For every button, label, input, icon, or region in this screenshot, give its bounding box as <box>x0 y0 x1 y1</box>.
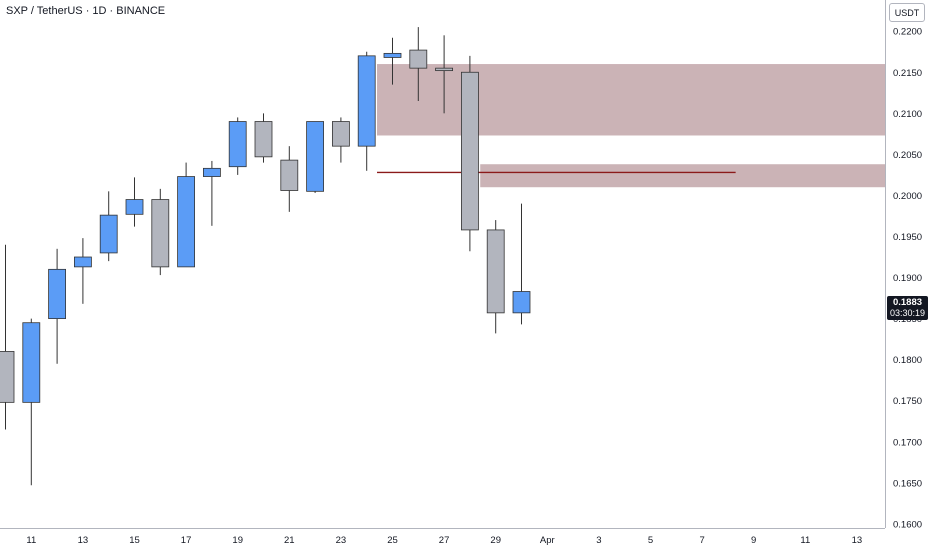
candle-body <box>99 214 118 254</box>
candle <box>357 51 376 171</box>
candle <box>22 318 41 486</box>
candle-body <box>177 176 196 268</box>
candle <box>383 37 402 85</box>
zones-layer <box>377 64 885 188</box>
time-tick-label: Apr <box>540 535 555 546</box>
price-tick-label: 0.2200 <box>893 27 922 38</box>
candle-body <box>280 159 299 191</box>
time-tick-label: 11 <box>26 535 36 546</box>
candle-body <box>151 199 170 268</box>
time-tick-label: 23 <box>336 535 347 546</box>
time-tick-label: 5 <box>648 535 653 546</box>
candles-layer <box>0 27 531 486</box>
time-tick-label: 13 <box>852 535 863 546</box>
price-tick-label: 0.2150 <box>893 68 922 79</box>
candle-body <box>306 121 325 192</box>
bar-countdown: 03:30:19 <box>889 308 926 318</box>
candle <box>460 55 479 252</box>
time-tick-label: 7 <box>699 535 704 546</box>
candle <box>74 238 92 304</box>
candle <box>202 160 221 226</box>
candle <box>48 248 66 364</box>
price-axis: 0.2200 0.2150 0.2100 0.2050 0.2000 0.1950 0.19… <box>893 27 922 531</box>
candle <box>177 162 196 268</box>
candle-body <box>331 121 350 147</box>
time-tick-label: 15 <box>129 535 140 546</box>
price-tick-label: 0.1750 <box>893 396 922 407</box>
candle <box>306 121 325 193</box>
price-tick-label: 0.2000 <box>893 191 922 202</box>
candle <box>151 188 170 276</box>
time-tick-label: 29 <box>490 535 501 546</box>
candle <box>435 35 454 114</box>
time-tick-label: 25 <box>387 535 398 546</box>
candle <box>254 113 273 163</box>
price-tick-label: 0.1800 <box>893 355 922 366</box>
candle <box>99 191 118 262</box>
candle <box>0 244 15 430</box>
candle-body <box>512 291 531 314</box>
chart-title: SXP / TetherUS · 1D · BINANCE <box>6 5 166 17</box>
last-price-value: 0.1883 <box>892 297 923 308</box>
candle <box>331 117 350 163</box>
candle-body <box>383 52 402 58</box>
candle-body <box>74 256 92 268</box>
candle-body <box>228 121 247 168</box>
candle <box>228 117 247 175</box>
time-tick-label: 19 <box>232 535 243 546</box>
candle-body <box>460 71 479 231</box>
resistance-zone-2 <box>480 164 885 188</box>
candle <box>409 27 428 102</box>
price-tick-label: 0.1950 <box>893 232 922 243</box>
candle-body <box>48 268 66 320</box>
time-tick-label: 27 <box>439 535 450 546</box>
time-tick-label: 21 <box>284 535 295 546</box>
candle-body <box>254 121 273 158</box>
last-price-label: 0.1883 03:30:19 <box>887 296 928 320</box>
time-tick-label: 11 <box>800 535 810 546</box>
currency-badge[interactable]: USDT <box>889 3 925 22</box>
candle-body <box>357 55 376 147</box>
time-tick-label: 17 <box>181 535 192 546</box>
candle-body <box>435 67 454 72</box>
candle-body <box>202 167 221 177</box>
candle-body <box>22 322 41 403</box>
time-tick-label: 3 <box>596 535 601 546</box>
time-tick-label: 9 <box>751 535 756 546</box>
price-tick-label: 0.1900 <box>893 273 922 284</box>
time-axis: 11 13 15 17 19 21 23 25 27 29 Apr 3 5 7 9 11 13 <box>26 535 862 546</box>
price-tick-label: 0.1700 <box>893 437 922 448</box>
candle-body <box>409 49 428 69</box>
price-tick-label: 0.2100 <box>893 109 922 120</box>
candle-body <box>0 351 15 403</box>
candle <box>125 177 144 227</box>
price-tick-label: 0.1600 <box>893 519 922 530</box>
candle-body <box>125 199 144 215</box>
candle <box>486 220 505 334</box>
time-tick-label: 13 <box>78 535 89 546</box>
candle-body <box>486 229 505 314</box>
price-tick-label: 0.2050 <box>893 150 922 161</box>
candle <box>280 146 299 212</box>
candle <box>512 203 531 325</box>
price-tick-label: 0.1650 <box>893 478 922 489</box>
resistance-zone-1 <box>377 64 885 136</box>
